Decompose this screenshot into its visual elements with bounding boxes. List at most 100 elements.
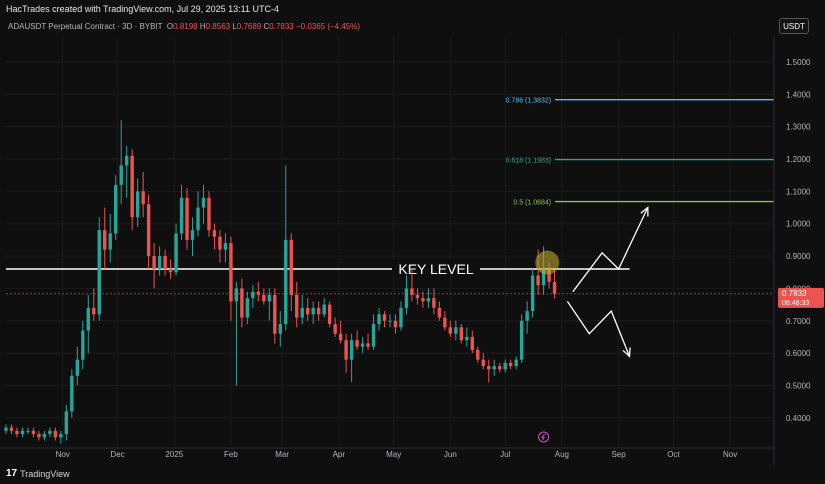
candle[interactable] [53, 427, 58, 441]
candle[interactable] [426, 288, 431, 308]
candle[interactable] [432, 288, 436, 315]
candle[interactable] [174, 223, 178, 276]
candle[interactable] [190, 217, 195, 257]
candle[interactable] [124, 146, 129, 198]
candle[interactable] [135, 178, 140, 227]
candle[interactable] [157, 246, 162, 276]
candle[interactable] [519, 314, 524, 363]
candle[interactable] [240, 278, 244, 328]
candle[interactable] [503, 359, 507, 373]
flash-icon[interactable] [538, 431, 550, 443]
candle[interactable] [316, 301, 321, 321]
candle[interactable] [344, 333, 348, 373]
candle[interactable] [251, 285, 255, 308]
candle[interactable] [37, 430, 41, 441]
time-axis[interactable]: Nov Dec 2025 Feb Mar Apr May Jun Jul Aug Sep Oct Nov [0, 447, 774, 459]
candle[interactable] [48, 427, 52, 438]
candle[interactable] [163, 249, 167, 276]
candle[interactable] [146, 194, 151, 270]
candle[interactable] [256, 281, 261, 302]
candle[interactable] [284, 165, 288, 331]
candle[interactable] [327, 301, 332, 328]
candle[interactable] [81, 320, 85, 370]
candle[interactable] [207, 191, 211, 237]
candle[interactable] [168, 259, 173, 279]
candle[interactable] [470, 330, 474, 354]
candle[interactable] [459, 324, 464, 344]
candle[interactable] [262, 288, 266, 305]
candle[interactable] [15, 427, 19, 438]
candle[interactable] [404, 275, 409, 315]
candle[interactable] [487, 359, 491, 383]
candle[interactable] [223, 233, 228, 263]
candle[interactable] [267, 288, 272, 321]
candle[interactable] [377, 307, 381, 331]
candle[interactable] [366, 333, 370, 350]
candle[interactable] [152, 243, 156, 289]
currency-button[interactable]: USDT [779, 18, 809, 34]
candle[interactable] [300, 294, 304, 325]
candle[interactable] [306, 298, 310, 321]
candle[interactable] [530, 269, 535, 318]
candle[interactable] [245, 291, 250, 325]
candle[interactable] [59, 430, 63, 444]
candle[interactable] [4, 424, 8, 435]
candle[interactable] [234, 281, 239, 386]
candle[interactable] [75, 346, 80, 386]
candle[interactable] [196, 191, 200, 237]
candle[interactable] [31, 427, 36, 438]
candle[interactable] [437, 301, 442, 321]
candle[interactable] [185, 188, 189, 250]
candle[interactable] [295, 281, 299, 328]
candle[interactable] [289, 233, 293, 312]
candle[interactable] [278, 311, 282, 347]
candle[interactable] [349, 333, 354, 383]
footer-brand[interactable]: 17 TradingView [6, 468, 70, 479]
candle[interactable] [141, 171, 145, 218]
candle[interactable] [333, 317, 337, 337]
candle[interactable] [448, 320, 453, 337]
candle[interactable] [443, 311, 447, 331]
candle[interactable] [86, 294, 90, 354]
candle[interactable] [508, 359, 513, 370]
candle[interactable] [201, 184, 206, 224]
candle[interactable] [355, 330, 359, 350]
candle[interactable] [393, 314, 398, 334]
candle[interactable] [26, 427, 30, 435]
candle[interactable] [97, 217, 101, 321]
candle[interactable] [108, 213, 112, 263]
candle[interactable] [114, 175, 118, 240]
candle[interactable] [311, 301, 315, 325]
candle[interactable] [360, 336, 365, 354]
candle[interactable] [465, 327, 469, 347]
candle[interactable] [371, 314, 376, 350]
candle[interactable] [476, 346, 480, 363]
candle[interactable] [179, 184, 184, 240]
candle[interactable] [20, 427, 25, 438]
candle[interactable] [64, 404, 69, 441]
candle[interactable] [9, 424, 14, 435]
candle[interactable] [218, 230, 222, 263]
candle[interactable] [415, 288, 420, 305]
candle[interactable] [399, 301, 403, 331]
candle[interactable] [229, 236, 233, 321]
last-price-badge[interactable]: 0.7833 06:48:33 [778, 287, 824, 308]
candle[interactable] [454, 320, 458, 341]
candle[interactable] [42, 430, 47, 441]
candle[interactable] [322, 298, 326, 318]
candle[interactable] [338, 320, 343, 344]
candle[interactable] [273, 288, 277, 344]
candle[interactable] [382, 311, 387, 328]
candle[interactable] [492, 359, 496, 376]
candle[interactable] [119, 120, 123, 205]
candle[interactable] [421, 291, 425, 308]
candle[interactable] [410, 269, 414, 302]
candle[interactable] [525, 301, 529, 334]
candle[interactable] [481, 353, 485, 370]
candle[interactable] [212, 223, 217, 250]
candle[interactable] [498, 362, 502, 373]
candle[interactable] [514, 356, 518, 370]
candle[interactable] [92, 288, 96, 321]
price-axis[interactable]: 1.5000 1.4000 1.3000 1.2000 1.1000 1.0000 0.90… [773, 0, 825, 466]
